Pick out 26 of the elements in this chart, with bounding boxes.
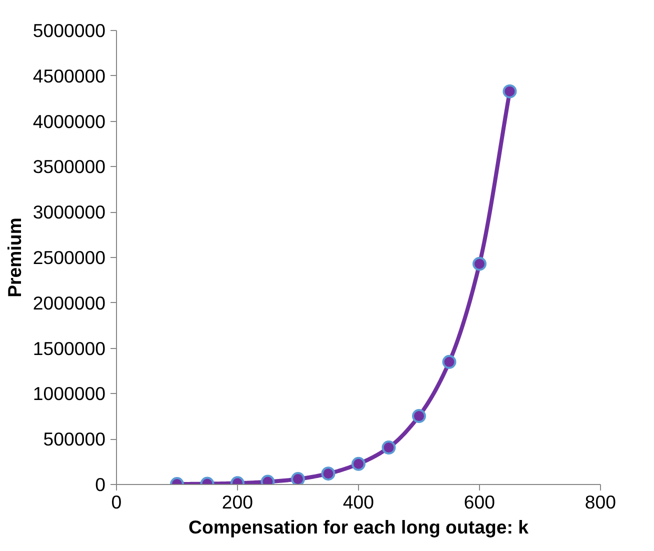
- x-tick-label: 400: [342, 492, 374, 512]
- point: [291, 472, 305, 484]
- y-tick-label: 5000000: [32, 20, 106, 41]
- y-tick-label: 500000: [43, 428, 106, 450]
- x-tick-label: 600: [464, 492, 496, 512]
- point: [412, 409, 426, 424]
- point: [321, 466, 336, 481]
- point: [472, 256, 486, 271]
- y-tick-label: 1000000: [32, 383, 106, 404]
- y-tick-label: 3500000: [32, 156, 106, 178]
- x-axis-title: Compensation for each long outage: k: [188, 516, 530, 538]
- y-tick-label: 4500000: [32, 65, 106, 86]
- x-tick-label: 0: [111, 492, 122, 512]
- x-tick-label: 800: [584, 492, 616, 512]
- y-tick-label: 2000000: [32, 292, 106, 314]
- y-tick-label: 3000000: [32, 202, 106, 223]
- x-tick-label: 200: [222, 492, 254, 512]
- y-tick-label: 1500000: [32, 338, 106, 359]
- y-tick-label: 0: [95, 474, 106, 495]
- y-tick-label: 4000000: [32, 110, 106, 132]
- point: [442, 354, 456, 369]
- point: [352, 456, 366, 471]
- point: [502, 84, 517, 98]
- y-axis-title: Premium: [4, 218, 25, 298]
- point: [382, 440, 396, 455]
- y-tick-label: 2500000: [32, 247, 106, 268]
